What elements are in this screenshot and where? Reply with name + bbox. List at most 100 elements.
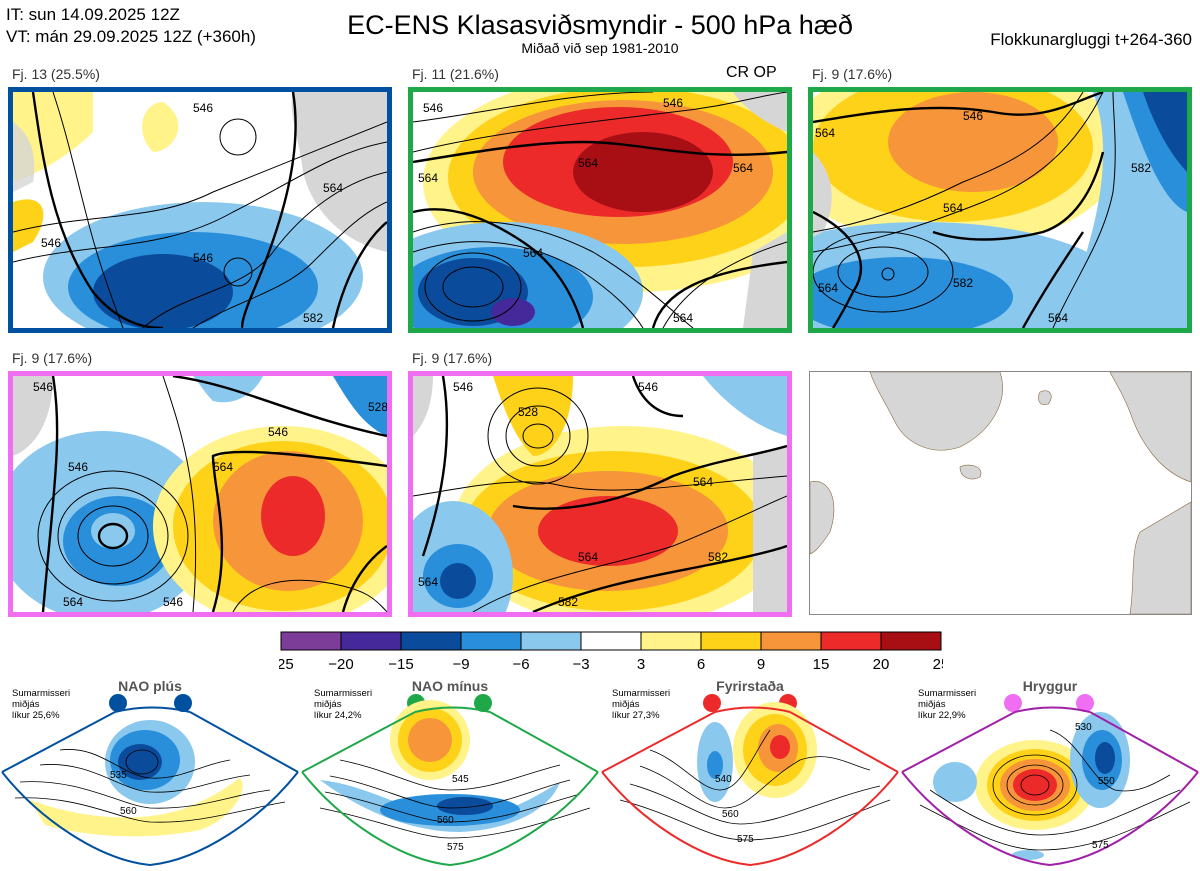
regime-contour-label: 540 [715, 774, 732, 785]
regime-contour-label: 575 [737, 834, 754, 845]
panel-2-tag: CR OP [726, 64, 777, 81]
panel-5-contour-label: 528 [518, 405, 538, 419]
regime-contour-label: 530 [1075, 722, 1092, 733]
panel-3-contour-label: 564 [818, 281, 838, 295]
cluster-map-2: 546 546 564 564 564 564 564 [408, 87, 792, 333]
colorbar-segment [880, 631, 942, 651]
page-title: EC-ENS Klasasviðsmyndir - 500 hPa hæð [347, 10, 853, 40]
colorbar-tick-label: 3 [637, 656, 645, 671]
panel-2-contour-label: 564 [578, 156, 598, 170]
classification-window: Flokkunargluggi t+264-360 [990, 30, 1192, 49]
regime-marker [174, 694, 192, 712]
header-times: IT: sun 14.09.2025 12Z VT: mán 29.09.202… [6, 4, 256, 48]
panel-1-contour-label: 564 [323, 181, 343, 195]
panel-4-label: Fj. 9 (17.6%) [12, 350, 93, 366]
regime-ridge-info: Sumarmisseri miðjás líkur 22,9% [918, 688, 977, 721]
cluster-map-5: 528 546 546 564 564 582 582 564 [408, 371, 792, 617]
panel-2-contour-label: 564 [418, 171, 438, 185]
page-subtitle: Miðað við sep 1981-2010 [521, 40, 679, 56]
panel-5-contour-label: 582 [558, 595, 578, 609]
regime-blocking-name: Fyrirstaða [716, 678, 784, 694]
colorbar-segment [820, 631, 882, 651]
colorbar-svg: −25 −20 −15 −9 −6 −3 3 6 9 15 20 25 [268, 631, 949, 673]
regime-nao-minus-name: NAO mínus [411, 678, 489, 694]
panel-4-contour-label: 546 [33, 380, 53, 394]
panel-4-contour-label: 546 [163, 595, 183, 609]
panel-3-label: Fj. 9 (17.6%) [812, 66, 893, 82]
colorbar-tick-label: 6 [697, 656, 705, 671]
regime-nao-plus: NAO plús Sumarmisseri miðjás líkur 25,6% [0, 676, 300, 871]
colorbar-tick-label: −20 [328, 656, 353, 671]
panel-3-contour-label: 564 [943, 201, 963, 215]
regime-contour-label: 560 [722, 809, 739, 820]
cluster-map-1: 546 546 546 564 582 [8, 87, 392, 333]
panel-5-contour-label: 546 [638, 380, 658, 394]
regime-contour-label: 560 [120, 806, 137, 817]
panel-4-contour-label: 546 [68, 460, 88, 474]
panel-4-contour-label: 528 [368, 400, 387, 414]
regime-ridge: Hryggur Sumarmisseri miðjás líkur 22,9% [900, 676, 1200, 871]
colorbar-segment [400, 631, 462, 651]
panel-3-contour-label: 546 [963, 109, 983, 123]
panel-1-contour-label: 546 [193, 251, 213, 265]
panel-2-contour-label: 546 [423, 101, 443, 115]
colorbar-tick-label: −3 [572, 656, 589, 671]
colorbar-segment [520, 631, 582, 651]
colorbar-tick-label: 20 [873, 656, 890, 671]
colorbar-segment [340, 631, 402, 651]
panel-2-contour-label: 564 [733, 161, 753, 175]
regime-blocking-info: Sumarmisseri miðjás líkur 27,3% [612, 688, 671, 721]
colorbar-segment [700, 631, 762, 651]
regime-contour-label: 575 [1092, 840, 1109, 851]
regime-row: NAO plús Sumarmisseri miðjás líkur 25,6% [0, 676, 1200, 871]
panel-5-label: Fj. 9 (17.6%) [412, 350, 493, 366]
colorbar-tick-label: 9 [757, 656, 765, 671]
regime-contour-label: 545 [452, 774, 469, 785]
regime-ridge-name: Hryggur [1022, 678, 1078, 694]
colorbar: −25 −20 −15 −9 −6 −3 3 6 9 15 20 25 [268, 631, 949, 673]
regime-nao-plus-info: Sumarmisseri miðjás líkur 25,6% [12, 688, 71, 721]
regime-contour-label: 560 [437, 815, 454, 826]
panel-5-contour-label: 546 [453, 380, 473, 394]
panel-4-contour-label: 564 [63, 595, 83, 609]
panel-3-contour-label: 582 [1131, 161, 1151, 175]
colorbar-segment [640, 631, 702, 651]
panel-2-contour-label: 564 [673, 311, 693, 325]
colorbar-tick-label: −15 [388, 656, 413, 671]
colorbar-segment [460, 631, 522, 651]
colorbar-tick-label: −6 [512, 656, 529, 671]
regime-marker [703, 694, 721, 712]
panel-1-contour-label: 546 [41, 236, 61, 250]
initial-time: IT: sun 14.09.2025 12Z [6, 5, 180, 24]
cluster-map-4: 546 546 564 546 564 546 528 [8, 371, 392, 617]
panel-4-contour-label: 546 [268, 425, 288, 439]
regime-contour-label: 535 [110, 770, 127, 781]
panel-1-contour-label: 546 [193, 101, 213, 115]
colorbar-segment [760, 631, 822, 651]
colorbar-tick-label: −25 [279, 656, 294, 671]
panel-3-contour-label: 582 [953, 276, 973, 290]
panel-4-contour-label: 564 [213, 460, 233, 474]
panel-5-contour-label: 564 [693, 475, 713, 489]
regime-nao-minus-info: Sumarmisseri miðjás líkur 24,2% [314, 688, 373, 721]
panel-5-contour-label: 564 [578, 550, 598, 564]
panel-2-contour-label: 564 [523, 246, 543, 260]
panel-3-contour-label: 564 [815, 126, 835, 140]
regime-blocking: Fyrirstaða Sumarmisseri miðjás líkur 27,… [600, 676, 900, 871]
colorbar-segment [280, 631, 342, 651]
cluster-map-6-empty [809, 371, 1192, 615]
colorbar-segment [580, 631, 642, 651]
regime-contour-label: 550 [1098, 776, 1115, 787]
regime-marker [109, 694, 127, 712]
regime-marker [1004, 694, 1022, 712]
panel-5-contour-label: 564 [418, 575, 438, 589]
panel-1-label: Fj. 13 (25.5%) [12, 66, 100, 82]
panel-5-contour-label: 582 [708, 550, 728, 564]
panel-2-label: Fj. 11 (21.6%) [412, 66, 499, 82]
cluster-map-3: 546 564 564 582 564 564 582 [808, 87, 1192, 333]
regime-marker [1076, 694, 1094, 712]
regime-marker [474, 694, 492, 712]
regime-contour-label: 575 [447, 842, 464, 853]
panel-2-contour-label: 546 [663, 96, 683, 110]
colorbar-tick-label: 15 [813, 656, 830, 671]
